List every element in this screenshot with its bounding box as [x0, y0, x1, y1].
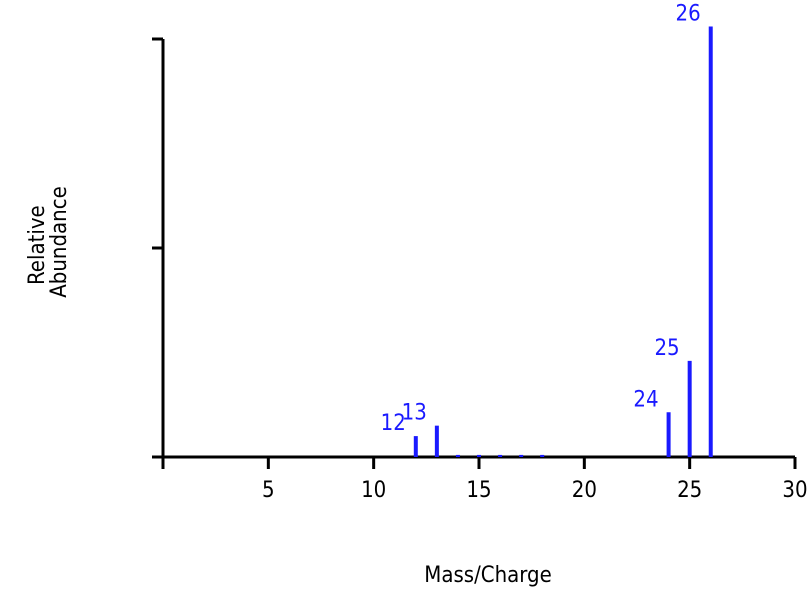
x-axis: 5 10 15 20 25 30	[163, 455, 808, 503]
x-tick-label-20: 20	[572, 478, 597, 503]
peak-label-25: 25	[654, 336, 679, 361]
x-axis-label: Mass/Charge	[424, 563, 552, 588]
x-tick-label-30: 30	[782, 478, 807, 503]
peak-label-12: 12	[381, 411, 406, 436]
x-tick-label-25: 25	[677, 478, 702, 503]
x-tick-label-10: 10	[361, 478, 386, 503]
y-axis-label-line-2: Abundance	[47, 186, 72, 298]
y-axis-label: Relative Abundance	[25, 186, 72, 298]
peak-label-24: 24	[633, 387, 658, 412]
peak-label-26: 26	[676, 1, 701, 26]
x-tick-label-15: 15	[466, 478, 491, 503]
y-axis-label-line-1: Relative	[25, 205, 50, 285]
y-axis	[152, 37, 165, 469]
peak-label-13: 13	[402, 401, 427, 426]
peaks	[413, 26, 713, 457]
x-tick-label-5: 5	[262, 478, 275, 503]
